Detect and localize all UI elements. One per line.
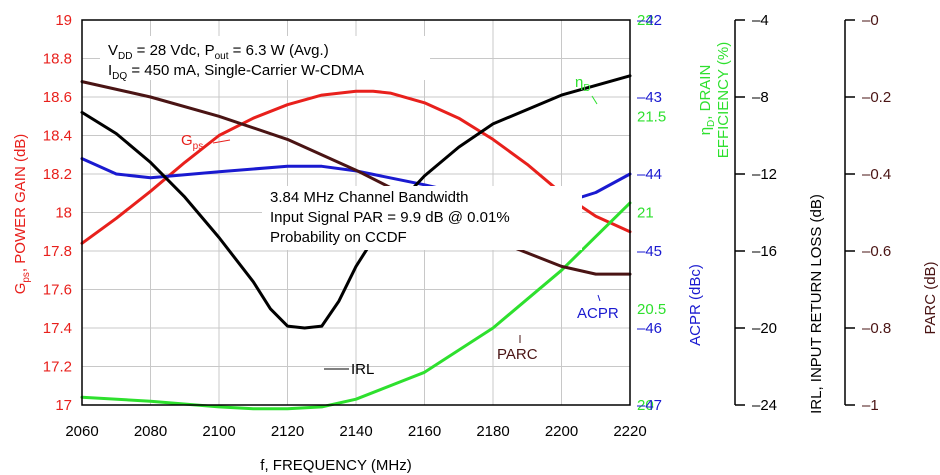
gain-tick-label: 17.2: [43, 359, 72, 376]
x-tick-label: 2080: [134, 423, 167, 440]
irl-tick-label: –8: [752, 89, 769, 106]
gain-tick-label: 17.6: [43, 282, 72, 299]
efficiency-tick-labels: 20 20.5 21 21.5 22: [637, 12, 666, 414]
signal-line3: Probability on CCDF: [270, 229, 407, 246]
series-line-irl: [80, 74, 632, 330]
conditions-line1: VDD = 28 Vdc, Pout = 6.3 W (Avg.): [108, 42, 329, 62]
x-tick-labels: 2060 2080 2100 2120 2140 2160 2180 2200 2220: [65, 423, 646, 440]
irl-tick-label: –24: [752, 397, 777, 414]
x-tick-label: 2140: [339, 423, 372, 440]
signal-line1: 3.84 MHz Channel Bandwidth: [270, 189, 468, 206]
irl-tick-label: –16: [752, 243, 777, 260]
efficiency-tick-label: 21.5: [637, 108, 666, 125]
conditions-box-bg: [100, 36, 430, 80]
gps-series-label: Gps: [181, 132, 203, 152]
gain-tick-label: 19: [55, 12, 72, 29]
signal-box-bg: [262, 186, 582, 250]
x-tick-label: 2220: [613, 423, 646, 440]
acpr-tick-label: –43: [637, 89, 662, 106]
gain-tick-label: 17.4: [43, 320, 72, 337]
acpr-label-leader: [597, 294, 601, 302]
gain-tick-label: 18: [55, 205, 72, 222]
acpr-tick-label: –42: [637, 12, 662, 29]
gain-tick-label: 18.2: [43, 166, 72, 183]
irl-series-label: IRL: [351, 361, 374, 378]
parc-series-label: PARC: [497, 346, 538, 363]
x-tick-label: 2100: [202, 423, 235, 440]
irl-axis: –4 –8 –12 –16 –20 –24: [734, 12, 777, 414]
parc-tick-label: –1: [862, 397, 879, 414]
efficiency-tick-label: 21: [637, 205, 654, 222]
irl-tick-label: –4: [752, 12, 769, 29]
gain-tick-label: 18.6: [43, 89, 72, 106]
irl-tick-label: –12: [752, 166, 777, 183]
x-tick-label: 2200: [545, 423, 578, 440]
gain-tick-label: 18.8: [43, 51, 72, 68]
gain-tick-label: 18.4: [43, 128, 72, 145]
x-tick-label: 2180: [476, 423, 509, 440]
efficiency-tick-label: 20.5: [637, 301, 666, 318]
parc-axis: –0 –0.2 –0.4 –0.6 –0.8 –1: [844, 12, 891, 414]
signal-line2: Input Signal PAR = 9.9 dB @ 0.01%: [270, 209, 510, 226]
gain-tick-labels: 17 17.2 17.4 17.6 17.8 18 18.2 18.4 18.6 18.8 19: [43, 12, 72, 414]
efficiency-tick-label: 22: [637, 12, 654, 29]
parc-tick-label: –0.4: [862, 166, 891, 183]
efficiency-series-label: ηD: [575, 74, 591, 94]
acpr-tick-label: –44: [637, 166, 662, 183]
series-line-gps: [80, 89, 632, 245]
irl-tick-label: –20: [752, 320, 777, 337]
x-axis-label: f, FREQUENCY (MHz): [260, 457, 411, 474]
gain-tick-label: 17: [55, 397, 72, 414]
efficiency-tick-label: 20: [637, 397, 654, 414]
x-tick-label: 2160: [408, 423, 441, 440]
irl-axis-label: IRL, INPUT RETURN LOSS (dB): [808, 194, 825, 414]
parc-tick-label: –0.6: [862, 243, 891, 260]
parc-axis-label: PARC (dB): [922, 261, 939, 334]
gain-tick-label: 17.8: [43, 243, 72, 260]
conditions-line2: IDQ = 450 mA, Single-Carrier W-CDMA: [108, 62, 364, 82]
efficiency-label-leader: [591, 95, 598, 105]
plot-frame: [81, 19, 631, 406]
parc-tick-label: –0.2: [862, 89, 891, 106]
x-tick-label: 2060: [65, 423, 98, 440]
gain-axis-label: Gps, POWER GAIN (dB): [12, 134, 32, 295]
gps-label-leader: [212, 139, 231, 144]
efficiency-axis-label: ηD, DRAIN: [697, 65, 717, 136]
acpr-series-label: ACPR: [577, 305, 619, 322]
acpr-tick-label: –46: [637, 320, 662, 337]
acpr-axis-label: ACPR (dBc): [687, 264, 704, 346]
x-tick-label: 2120: [271, 423, 304, 440]
parc-tick-label: –0.8: [862, 320, 891, 337]
parc-tick-label: –0: [862, 12, 879, 29]
acpr-tick-label: –47: [637, 397, 662, 414]
efficiency-axis-label-line2: EFFICIENCY (%): [715, 42, 732, 158]
acpr-tick-labels: –42 –43 –44 –45 –46 –47: [637, 12, 662, 414]
acpr-tick-label: –45: [637, 243, 662, 260]
